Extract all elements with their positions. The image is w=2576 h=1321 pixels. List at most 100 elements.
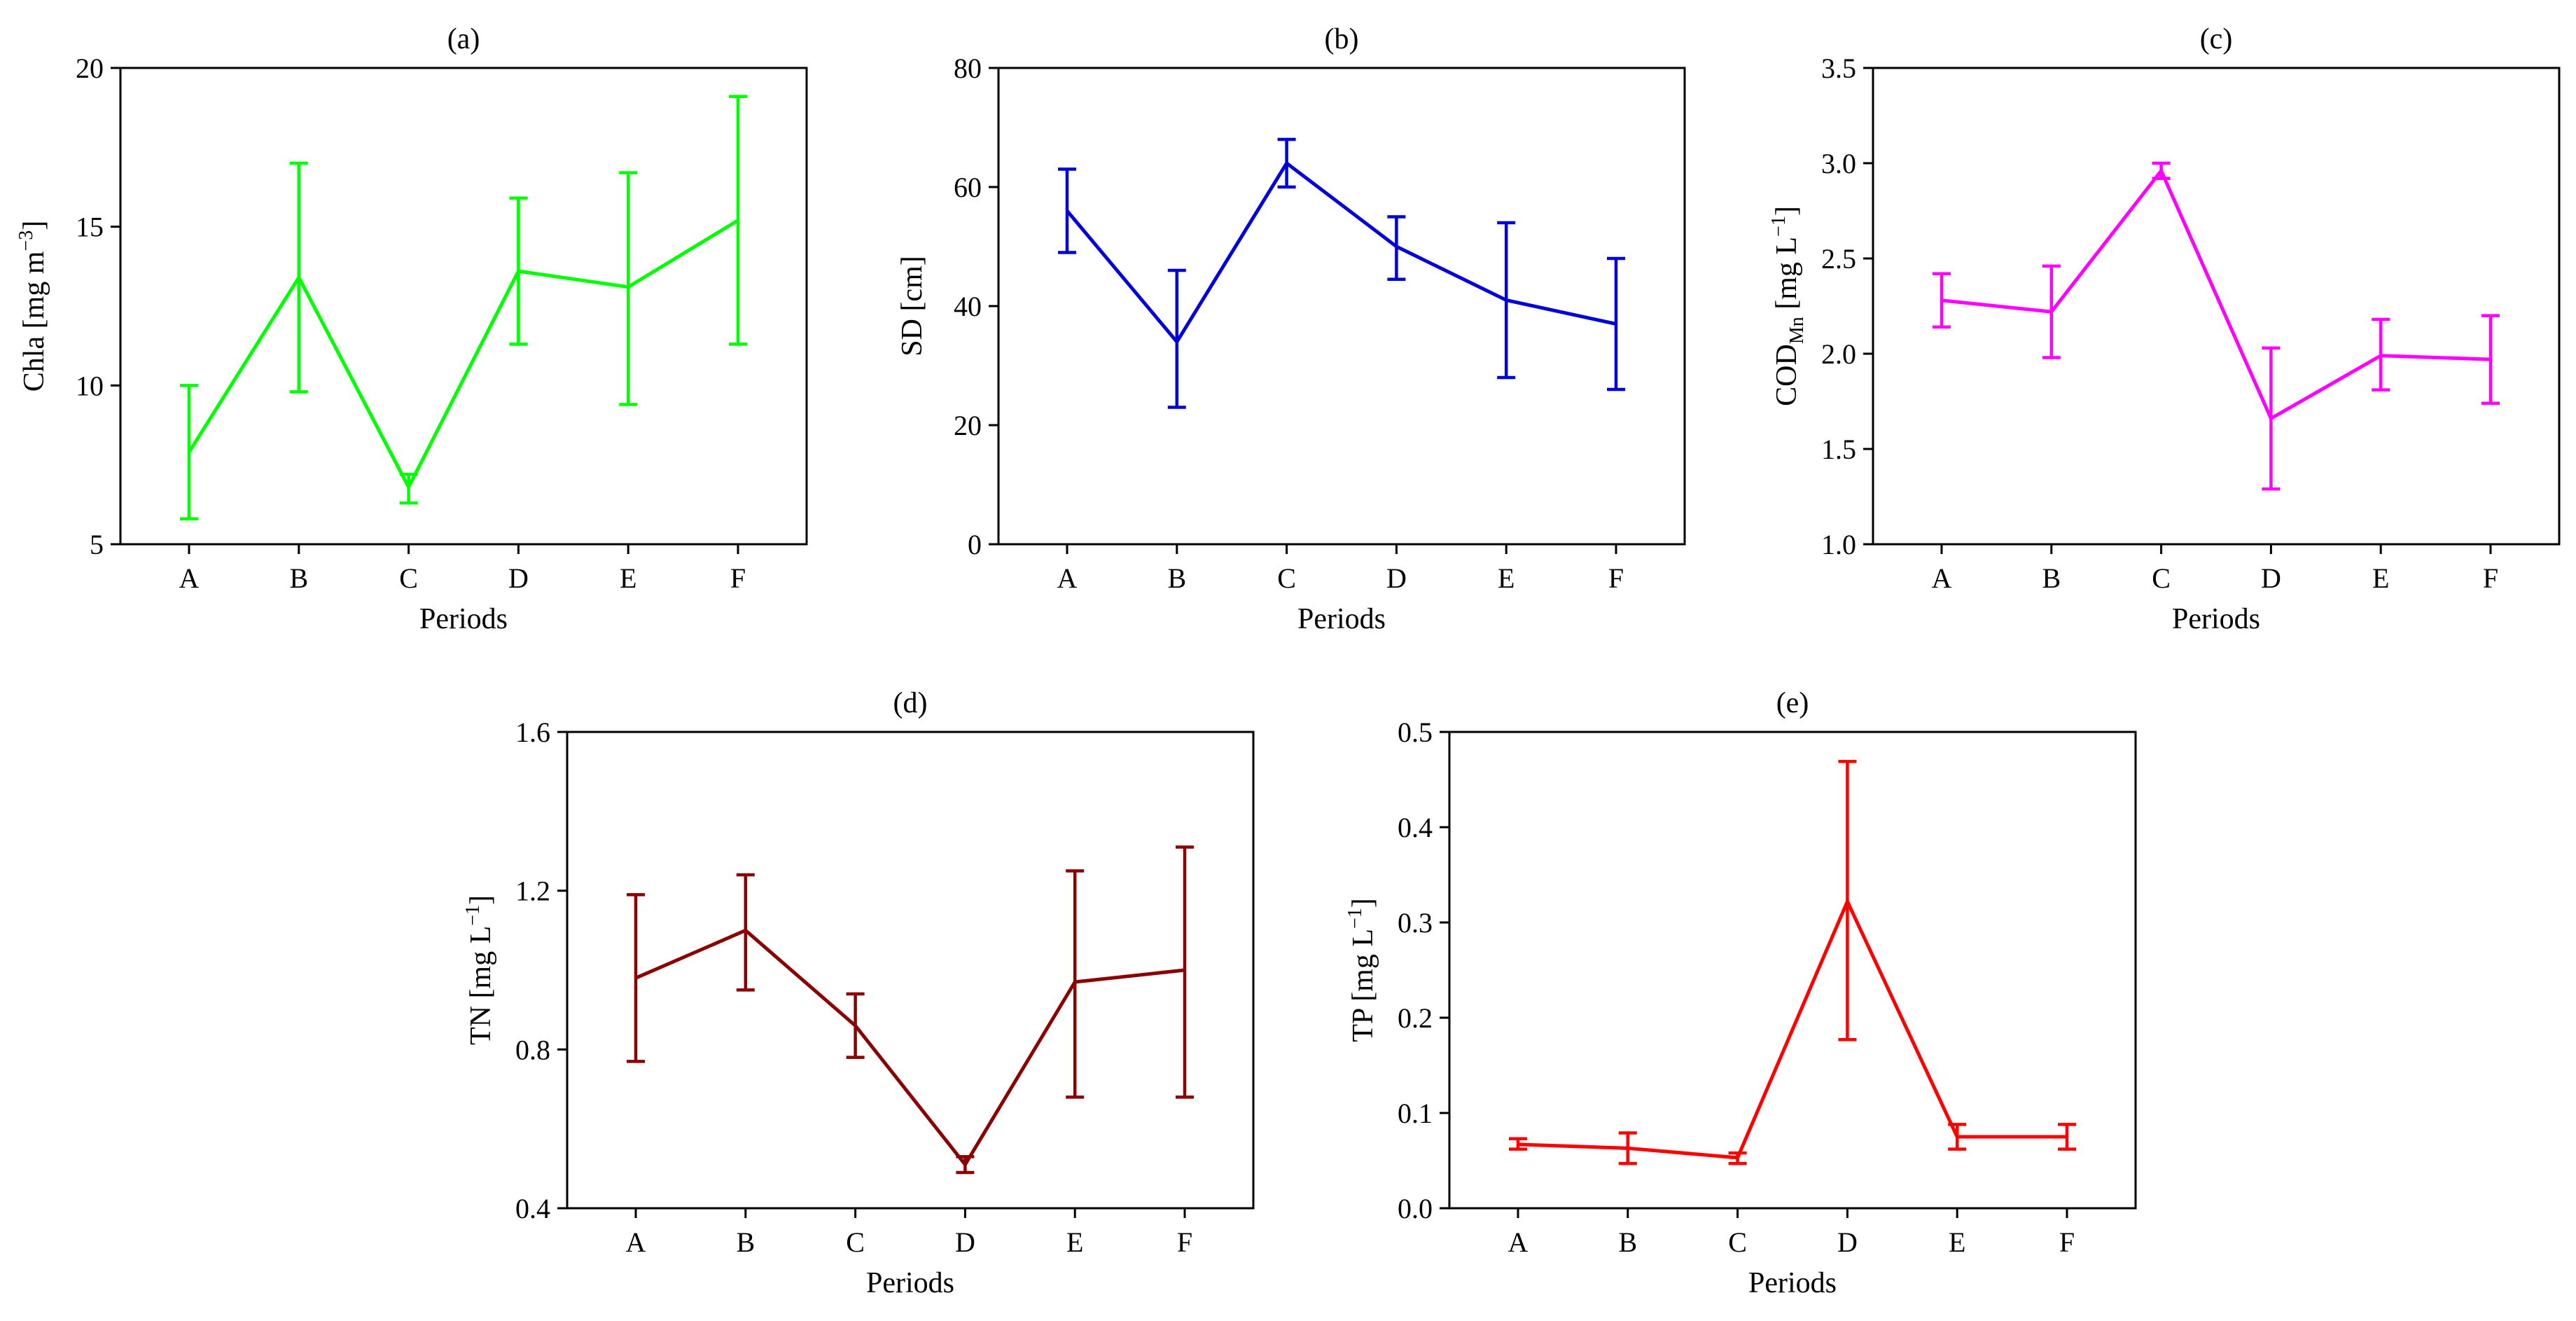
error-bar	[619, 171, 638, 406]
y-axis-label: Chla [mg m−3]	[15, 221, 50, 392]
y-tick-label: 10	[76, 370, 104, 401]
y-tick-label: 0.4	[515, 1193, 550, 1224]
panel-title: (a)	[447, 23, 480, 55]
y-tick-label: 0	[968, 529, 982, 560]
y-tick-label: 1.0	[1821, 529, 1856, 560]
y-tick-label: 1.6	[515, 717, 550, 748]
error-bar	[2372, 317, 2390, 392]
y-axis-label: SD [cm]	[896, 256, 928, 356]
y-tick-label: 0.4	[1398, 812, 1433, 843]
x-axis-label: Periods	[866, 1267, 954, 1299]
x-tick-label: B	[1167, 562, 1186, 594]
y-axis-label: TN [mg L−1]	[462, 895, 497, 1045]
y-label-subscript: Mn	[1786, 317, 1808, 344]
error-bar	[1728, 1151, 1747, 1166]
y-tick-label: 20	[76, 53, 104, 84]
x-tick-label: E	[1949, 1226, 1965, 1258]
error-bar	[1838, 759, 1857, 1042]
error-bar	[1509, 1137, 1527, 1151]
x-tick-label: D	[508, 562, 529, 594]
panel-b: (b) A B C D E F 0 20 40 60 80 Periods SD [cm]	[896, 23, 1686, 635]
x-tick-label: C	[2152, 562, 2171, 594]
x-tick-label: A	[1508, 1226, 1529, 1258]
plot-frame	[1872, 67, 2561, 546]
y-tick-label: 80	[954, 53, 982, 84]
y-label-text: TN [mg L	[465, 926, 497, 1045]
x-tick-label: C	[846, 1226, 865, 1258]
x-tick-label: B	[289, 562, 308, 594]
panel-c: (c) A B C D E F 1.0 1.5 2.0 2.5 3.0 3.5 Periods CODMn …	[1768, 23, 2561, 635]
panel-a: (a) A B C D E F 5 10 15 20 Periods Chla [mg m−3]	[15, 23, 808, 635]
x-tick-label: D	[1386, 562, 1407, 594]
y-tick-label: 40	[954, 291, 982, 322]
y-tick-label: 15	[76, 212, 104, 243]
y-label-tail: ]	[18, 221, 50, 230]
y-tick-label: 0.5	[1398, 717, 1433, 748]
y-label-superscript: −1	[1344, 908, 1366, 929]
y-tick-label: 0.3	[1398, 907, 1433, 939]
y-label-text: SD [cm]	[896, 256, 928, 356]
panel-d: (d) A B C D E F 0.4 0.8 1.2 1.6 Periods TN [mg L−1]	[462, 687, 1255, 1299]
panel-e: (e) A B C D E F 0.0 0.1 0.2 0.3 0.4 0.5 Periods TP [mg…	[1344, 687, 2137, 1299]
y-tick-label: 2.0	[1821, 338, 1856, 370]
panel-title: (c)	[2200, 23, 2233, 55]
x-tick-label: D	[2261, 562, 2281, 594]
x-tick-label: C	[399, 562, 418, 594]
error-bar	[1387, 215, 1406, 281]
y-tick-label: 60	[954, 172, 982, 203]
y-label-superscript: −3	[15, 230, 37, 251]
series-line	[1517, 897, 2067, 1160]
x-tick-label: F	[1177, 1226, 1192, 1258]
x-tick-label: F	[730, 562, 746, 594]
series-line	[187, 219, 739, 491]
y-label-text: Chla [mg m	[18, 251, 50, 392]
series-line	[1941, 167, 2491, 422]
error-bar	[736, 873, 755, 992]
y-tick-label: 0.8	[515, 1034, 550, 1065]
plot-frame	[1448, 731, 2137, 1210]
y-axis-label: TP [mg L−1]	[1344, 898, 1379, 1042]
series-line	[635, 928, 1185, 1168]
y-label-tail: ]	[1347, 898, 1379, 908]
y-label-superscript: −1	[462, 905, 484, 926]
x-tick-label: E	[1498, 562, 1515, 594]
series-line	[1066, 160, 1617, 345]
y-tick-label: 1.5	[1821, 434, 1856, 465]
y-axis-label: CODMn [mg L−1]	[1768, 206, 1808, 406]
y-label-tail: ]	[1771, 206, 1803, 216]
y-tick-label: 3.5	[1821, 53, 1856, 84]
y-tick-label: 0.1	[1398, 1098, 1433, 1129]
x-tick-label: A	[1932, 562, 1952, 594]
x-axis-label: Periods	[419, 603, 508, 635]
y-tick-label: 0.2	[1398, 1002, 1433, 1034]
y-tick-label: 1.2	[515, 876, 550, 907]
y-label-tail: ]	[465, 895, 497, 905]
plot-frame	[997, 67, 1686, 546]
x-tick-label: F	[2483, 562, 2498, 594]
x-axis-label: Periods	[1748, 1267, 1837, 1299]
y-label-superscript: −1	[1768, 216, 1790, 237]
x-tick-label: E	[1066, 1226, 1083, 1258]
x-tick-label: A	[179, 562, 200, 594]
plot-frame	[119, 67, 808, 546]
y-tick-label: 20	[954, 410, 982, 441]
panel-title: (d)	[893, 687, 928, 719]
x-tick-label: B	[2042, 562, 2061, 594]
y-label-mid: [mg L	[1771, 237, 1803, 317]
panel-title: (b)	[1325, 23, 1359, 55]
error-bar	[1176, 845, 1194, 1099]
x-tick-label: A	[1057, 562, 1078, 594]
x-axis-label: Periods	[1297, 603, 1386, 635]
x-axis-label: Periods	[2172, 603, 2260, 635]
x-tick-label: D	[955, 1226, 975, 1258]
x-tick-label: C	[1277, 562, 1296, 594]
x-tick-label: F	[1608, 562, 1624, 594]
y-tick-label: 5	[90, 529, 104, 560]
error-bar	[1066, 869, 1085, 1099]
panel-title: (e)	[1776, 687, 1809, 719]
y-tick-label: 2.5	[1821, 243, 1856, 275]
x-tick-label: F	[2059, 1226, 2075, 1258]
error-bar	[399, 473, 418, 505]
x-tick-label: A	[626, 1226, 646, 1258]
plot-frame	[566, 731, 1255, 1210]
